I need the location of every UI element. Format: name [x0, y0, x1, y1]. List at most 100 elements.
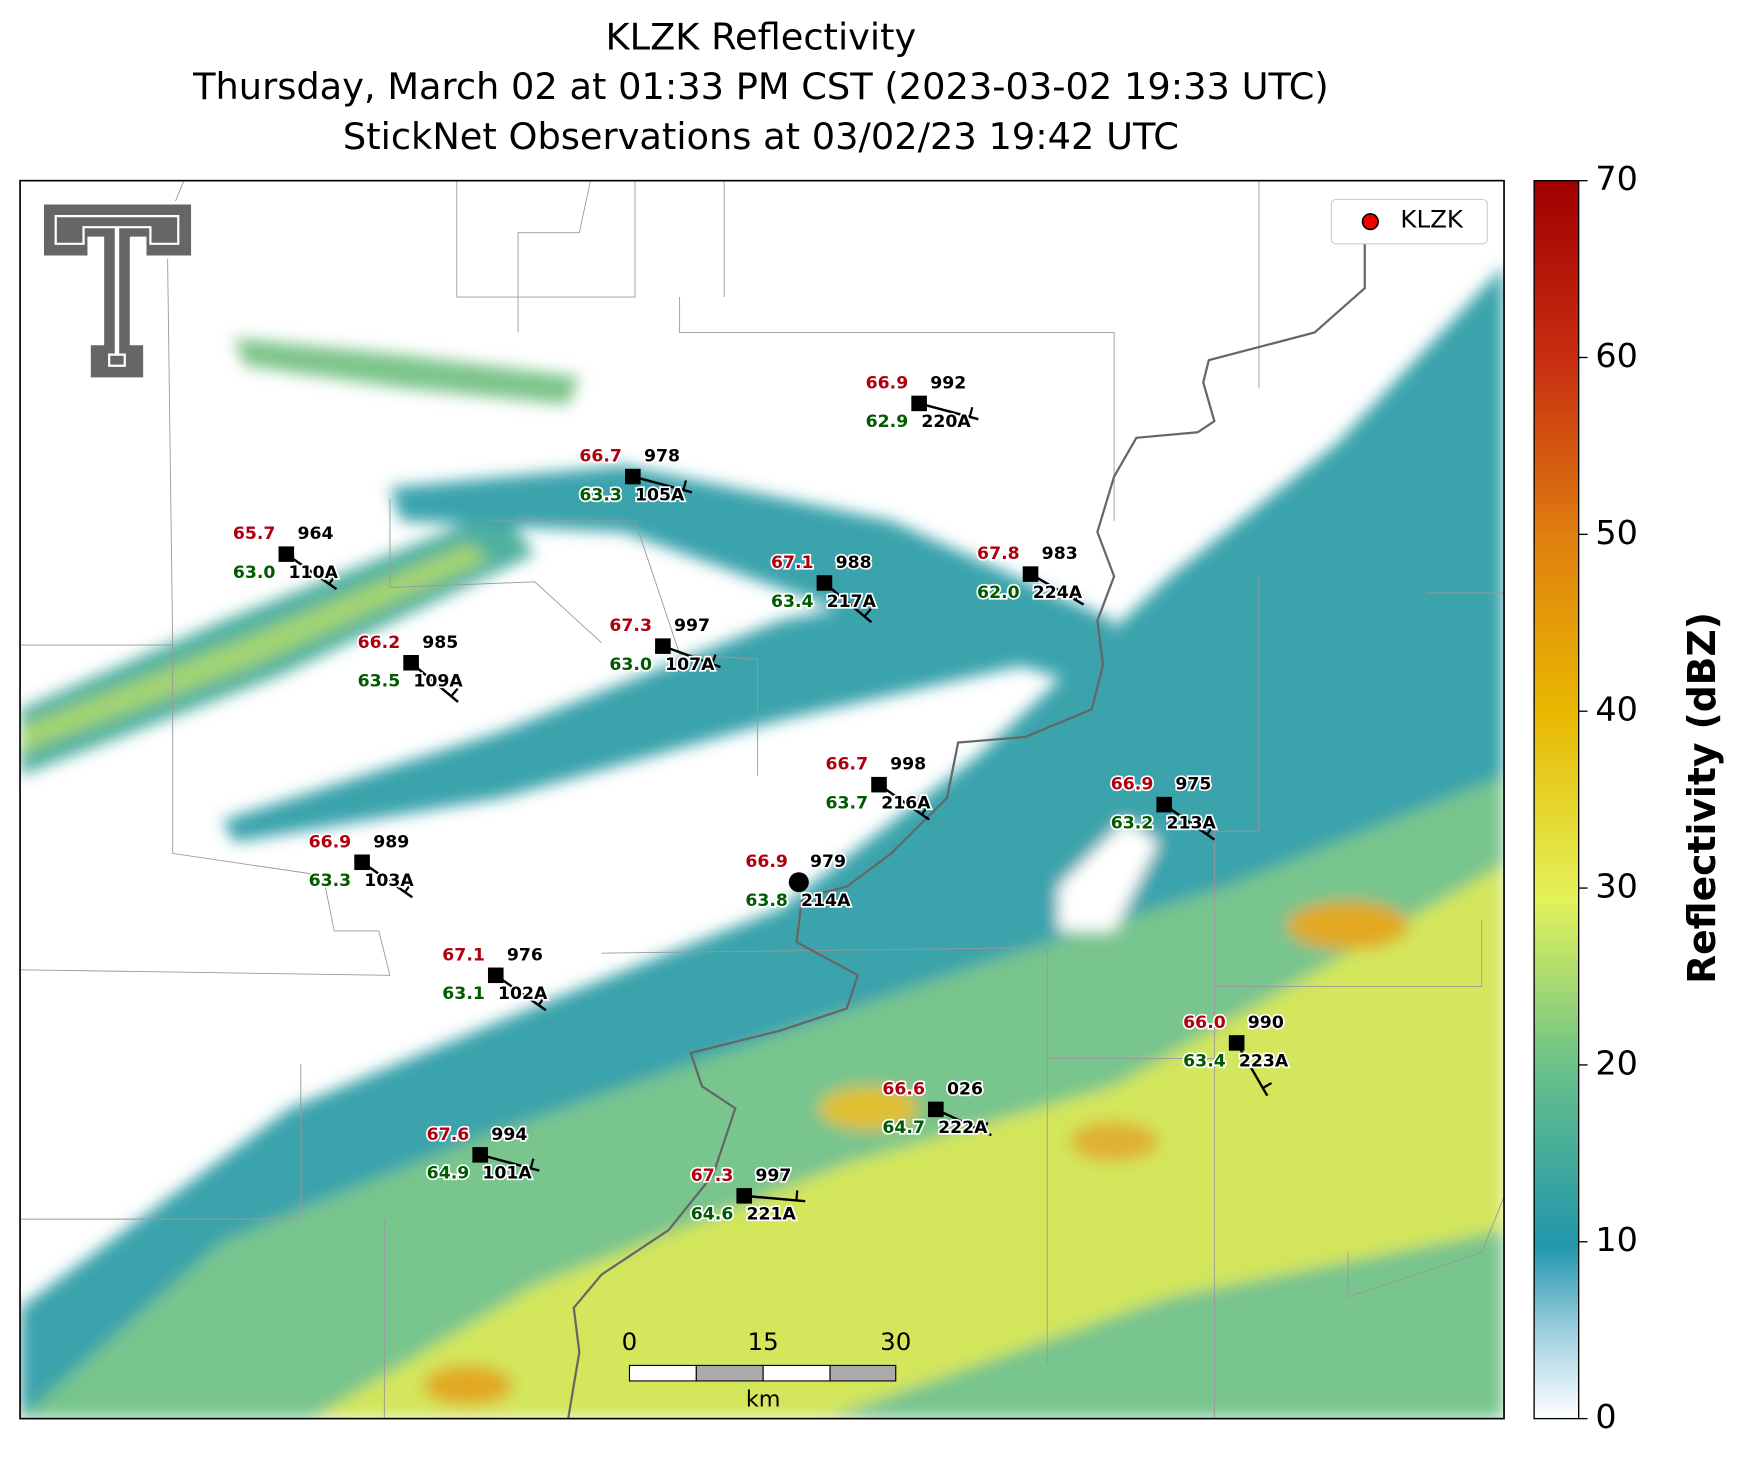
radar-station-marker: [788, 872, 809, 893]
colorbar-tick-label: 50: [1595, 513, 1638, 552]
title-line: StickNet Observations at 03/02/23 19:42 …: [343, 115, 1179, 158]
wind-barb-flag: [1074, 590, 1082, 601]
temperature: 67.3: [609, 616, 652, 636]
pressure: 994: [491, 1125, 527, 1145]
dewpoint: 64.6: [691, 1205, 734, 1225]
station-id: 101A: [482, 1164, 532, 1184]
wind-barb-flag: [529, 1158, 535, 1169]
colorbar-tick-label: 10: [1595, 1220, 1638, 1259]
station: 66.6 026 64.7 222A: [881, 1078, 992, 1140]
wind-barb-flag: [1206, 825, 1214, 836]
wind-barb-flag: [921, 805, 929, 816]
station-id: 216A: [881, 794, 931, 814]
dewpoint: 62.0: [977, 583, 1020, 603]
wind-barb: [1163, 803, 1216, 841]
station-marker: [472, 1147, 488, 1163]
station: 67.6 994 64.9 101A: [425, 1123, 540, 1185]
station-id: 224A: [1033, 583, 1083, 603]
wind-barb-flag: [537, 996, 546, 1006]
temperature: 66.7: [579, 447, 622, 467]
temperature: 66.6: [882, 1079, 925, 1099]
station: 67.1 988 63.4 217A: [769, 551, 878, 624]
station-id: 223A: [1239, 1052, 1289, 1072]
pressure: 992: [930, 373, 966, 393]
station-marker: [816, 575, 833, 591]
station-id: 213A: [1166, 813, 1216, 833]
station-marker: [625, 468, 641, 485]
station: 66.7 998 63.7 216A: [824, 753, 933, 821]
temperature: 67.1: [442, 945, 485, 965]
station-id: 102A: [498, 984, 548, 1004]
wind-barb: [410, 661, 459, 703]
legend-label: KLZK: [1400, 205, 1464, 234]
temperature: 65.7: [233, 524, 276, 544]
stations: 66.9 992 62.9 220A 66.7 978 63.3 105A 65.7 964 63.…: [231, 372, 1291, 1227]
wind-barb-flag: [450, 687, 459, 697]
wind-barb: [479, 1153, 540, 1172]
pressure: 964: [297, 524, 333, 544]
wind-barb-flag: [1262, 1082, 1273, 1089]
wind-barb: [878, 783, 930, 821]
station-marker: [871, 776, 887, 793]
station-marker: [1022, 566, 1039, 582]
dewpoint: 63.0: [233, 563, 276, 583]
pressure: 997: [755, 1166, 791, 1186]
station-id: 110A: [289, 563, 339, 583]
station: 67.3 997 63.0 107A: [608, 615, 721, 677]
wind-barb: [662, 644, 721, 669]
station-id: 214A: [801, 891, 851, 911]
wind-barb-flag: [404, 883, 412, 893]
temperature: 67.6: [427, 1125, 470, 1145]
reflectivity: [20, 265, 1505, 1419]
station-marker: [487, 967, 504, 984]
dewpoint: 64.9: [427, 1164, 470, 1184]
scale-tick: 0: [622, 1327, 638, 1356]
title-line: KLZK Reflectivity: [606, 15, 917, 58]
wind-barb: [285, 553, 338, 591]
river: [567, 238, 1366, 1419]
wind-barb: [361, 861, 413, 899]
pressure: 026: [947, 1079, 983, 1099]
legend: KLZK: [1330, 198, 1488, 245]
station-marker: [655, 638, 671, 654]
dewpoint: 63.8: [745, 891, 788, 911]
wind-barb-flag: [968, 406, 974, 418]
scale-bar: 0 15 30 km: [622, 1327, 912, 1412]
dewpoint: 63.2: [1111, 813, 1154, 833]
dewpoint: 63.7: [826, 794, 869, 814]
station: 67.1 976 63.1 102A: [441, 944, 550, 1012]
wind-barb-flag: [711, 654, 717, 665]
wind-barb: [495, 974, 547, 1012]
station-marker: [928, 1101, 944, 1118]
pressure: 985: [422, 633, 458, 653]
dewpoint: 64.7: [882, 1118, 925, 1138]
map-frame: [19, 179, 1505, 1420]
wind-barb: [1235, 1042, 1269, 1097]
station: 66.9 979 63.8 214A: [744, 851, 853, 913]
wind-barb-flag: [328, 575, 336, 585]
temperature: 66.9: [309, 832, 352, 852]
dewpoint: 63.3: [309, 871, 352, 891]
station: 67.8 983 62.0 224A: [975, 543, 1085, 606]
station-id: 217A: [827, 592, 877, 612]
station: 67.3 997 64.6 221A: [689, 1164, 806, 1226]
temperature: 66.2: [358, 633, 401, 653]
temperature: 66.9: [1111, 775, 1154, 795]
pressure: 997: [674, 616, 710, 636]
station: 66.9 992 62.9 220A: [864, 372, 979, 434]
station: 66.9 989 63.3 103A: [307, 831, 416, 899]
dewpoint: 63.4: [1183, 1052, 1226, 1072]
temperature: 67.1: [771, 553, 814, 573]
colorbar-tick-label: 70: [1595, 159, 1638, 198]
title-line: Thursday, March 02 at 01:33 PM CST (2023…: [192, 65, 1329, 108]
colorbar-label: Reflectivity (dBZ): [1680, 612, 1724, 984]
station: 66.0 990 63.4 223A: [1182, 1011, 1291, 1097]
station-id: 107A: [665, 655, 715, 675]
dewpoint: 63.5: [358, 672, 401, 692]
colorbar-tick-label: 60: [1595, 336, 1638, 375]
station: 65.7 964 63.0 110A: [231, 523, 340, 591]
temperature: 67.3: [691, 1166, 734, 1186]
wind-barb-flag: [682, 480, 688, 491]
station: 66.7 978 63.3 105A: [578, 445, 693, 507]
